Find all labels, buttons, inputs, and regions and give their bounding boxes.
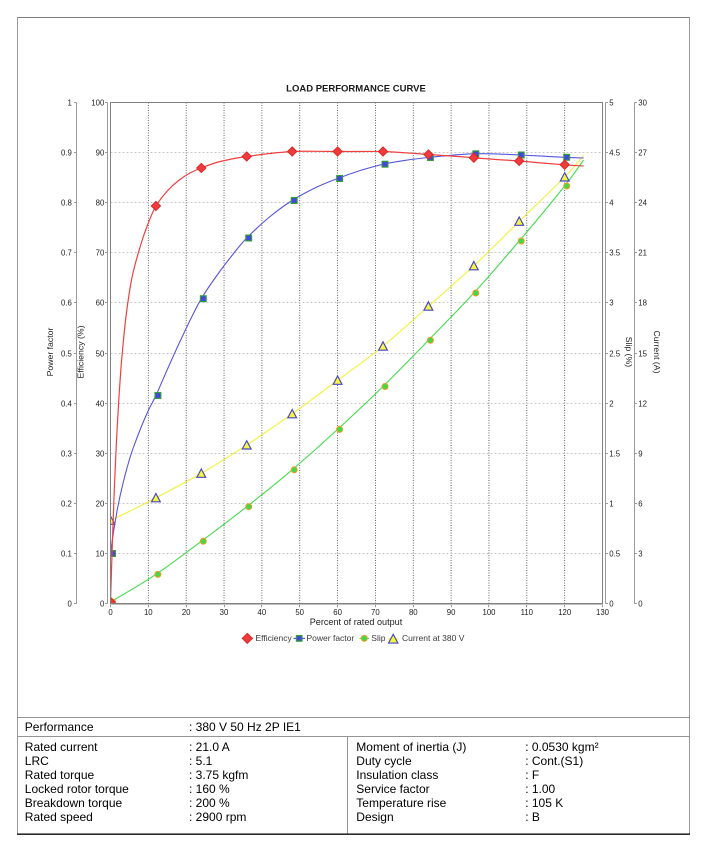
svg-text:50: 50 bbox=[295, 608, 304, 617]
svg-text:40: 40 bbox=[96, 399, 105, 408]
svg-text:15: 15 bbox=[638, 349, 647, 358]
svg-text:Percent of rated output: Percent of rated output bbox=[310, 617, 403, 627]
svg-text:LOAD PERFORMANCE CURVE: LOAD PERFORMANCE CURVE bbox=[286, 84, 426, 95]
svg-text:0.5: 0.5 bbox=[61, 349, 73, 358]
svg-text:1: 1 bbox=[609, 499, 613, 508]
svg-text:0.6: 0.6 bbox=[61, 298, 72, 307]
svg-text:9: 9 bbox=[638, 449, 642, 458]
svg-text:4.5: 4.5 bbox=[609, 148, 621, 157]
svg-text:0.8: 0.8 bbox=[61, 198, 72, 207]
svg-text:24: 24 bbox=[638, 198, 647, 207]
svg-text:27: 27 bbox=[638, 148, 647, 157]
svg-text:Power factor: Power factor bbox=[45, 328, 55, 377]
svg-text:10: 10 bbox=[144, 608, 153, 617]
svg-text:1.5: 1.5 bbox=[609, 449, 621, 458]
svg-text:Slip: Slip bbox=[371, 633, 385, 643]
svg-text:90: 90 bbox=[96, 148, 105, 157]
svg-text:Efficiency: Efficiency bbox=[256, 633, 293, 643]
svg-text:0.7: 0.7 bbox=[61, 248, 72, 257]
svg-text:0.5: 0.5 bbox=[609, 549, 621, 558]
svg-text:20: 20 bbox=[182, 608, 191, 617]
svg-text:Current at 380 V: Current at 380 V bbox=[402, 633, 465, 643]
svg-text:100: 100 bbox=[91, 98, 105, 107]
svg-text:50: 50 bbox=[96, 349, 105, 358]
svg-text:0: 0 bbox=[609, 599, 614, 608]
svg-text:4: 4 bbox=[609, 198, 614, 207]
svg-text:70: 70 bbox=[96, 248, 105, 257]
svg-text:Power factor: Power factor bbox=[307, 633, 355, 643]
svg-text:120: 120 bbox=[558, 608, 572, 617]
svg-text:110: 110 bbox=[521, 608, 534, 617]
svg-text:10: 10 bbox=[96, 549, 105, 558]
svg-text:0: 0 bbox=[108, 608, 113, 617]
svg-text:0.1: 0.1 bbox=[61, 549, 72, 558]
svg-text:80: 80 bbox=[96, 198, 105, 207]
svg-text:Efficiency (%): Efficiency (%) bbox=[76, 325, 86, 378]
svg-text:30: 30 bbox=[638, 98, 647, 107]
svg-text:Slip (%): Slip (%) bbox=[624, 337, 634, 368]
svg-text:30: 30 bbox=[96, 449, 105, 458]
svg-text:21: 21 bbox=[638, 248, 647, 257]
svg-text:12: 12 bbox=[638, 399, 647, 408]
svg-text:1: 1 bbox=[67, 98, 71, 107]
svg-text:90: 90 bbox=[447, 608, 456, 617]
svg-text:Current (A): Current (A) bbox=[652, 331, 662, 374]
svg-text:130: 130 bbox=[596, 608, 610, 617]
svg-text:0.4: 0.4 bbox=[61, 399, 73, 408]
svg-text:6: 6 bbox=[638, 499, 642, 508]
svg-text:0: 0 bbox=[100, 599, 105, 608]
svg-text:60: 60 bbox=[96, 298, 105, 307]
svg-text:40: 40 bbox=[258, 608, 267, 617]
svg-text:0.9: 0.9 bbox=[61, 148, 72, 157]
svg-text:100: 100 bbox=[482, 608, 496, 617]
svg-text:30: 30 bbox=[220, 608, 229, 617]
svg-text:3: 3 bbox=[638, 549, 642, 558]
svg-text:5: 5 bbox=[609, 98, 614, 107]
svg-text:3: 3 bbox=[609, 298, 613, 307]
svg-text:60: 60 bbox=[333, 608, 342, 617]
svg-text:0: 0 bbox=[638, 599, 643, 608]
svg-text:2: 2 bbox=[609, 399, 613, 408]
svg-text:2.5: 2.5 bbox=[609, 349, 621, 358]
svg-text:18: 18 bbox=[638, 298, 647, 307]
svg-text:0.3: 0.3 bbox=[61, 449, 72, 458]
svg-text:20: 20 bbox=[96, 499, 105, 508]
svg-text:0.2: 0.2 bbox=[61, 499, 72, 508]
svg-text:0: 0 bbox=[67, 599, 72, 608]
svg-text:3.5: 3.5 bbox=[609, 248, 621, 257]
svg-text:70: 70 bbox=[371, 608, 380, 617]
svg-text:80: 80 bbox=[409, 608, 418, 617]
